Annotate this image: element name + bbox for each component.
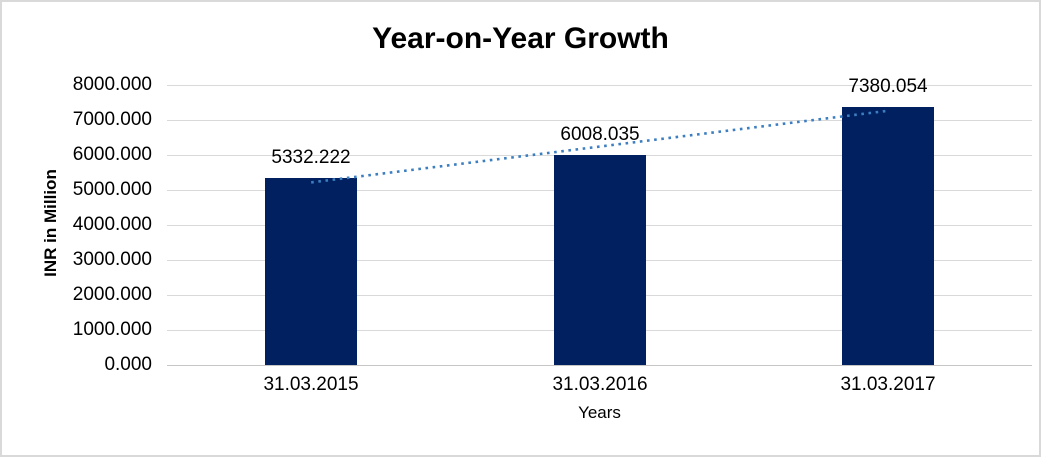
y-axis-tick-label: 6000.000	[72, 144, 152, 165]
bar-data-label: 5332.222	[271, 147, 351, 168]
bar	[842, 106, 934, 365]
y-axis-tick-label: 4000.000	[72, 214, 152, 235]
y-axis-tick-label: 5000.000	[72, 179, 152, 200]
x-axis-title: Years	[578, 403, 621, 422]
y-axis-tick-label: 0.000	[104, 354, 152, 375]
y-axis-tick-label: 1000.000	[72, 319, 152, 340]
x-axis-tick-label: 31.03.2017	[840, 374, 936, 395]
bar-data-label: 6008.035	[560, 124, 640, 145]
bar	[554, 154, 646, 365]
bar-data-label: 7380.054	[848, 76, 928, 97]
plot-area	[167, 85, 1032, 366]
bar	[265, 178, 357, 365]
y-axis-tick-label: 8000.000	[72, 74, 152, 95]
x-axis-line	[167, 365, 1032, 366]
y-axis-tick-label: 3000.000	[72, 249, 152, 270]
x-axis-tick-label: 31.03.2016	[552, 374, 648, 395]
y-axis-tick-label: 7000.000	[72, 109, 152, 130]
x-axis-tick-label: 31.03.2015	[263, 374, 359, 395]
gridline	[167, 85, 1032, 86]
chart-title: Year-on-Year Growth	[372, 22, 669, 55]
y-axis-tick-label: 2000.000	[72, 284, 152, 305]
